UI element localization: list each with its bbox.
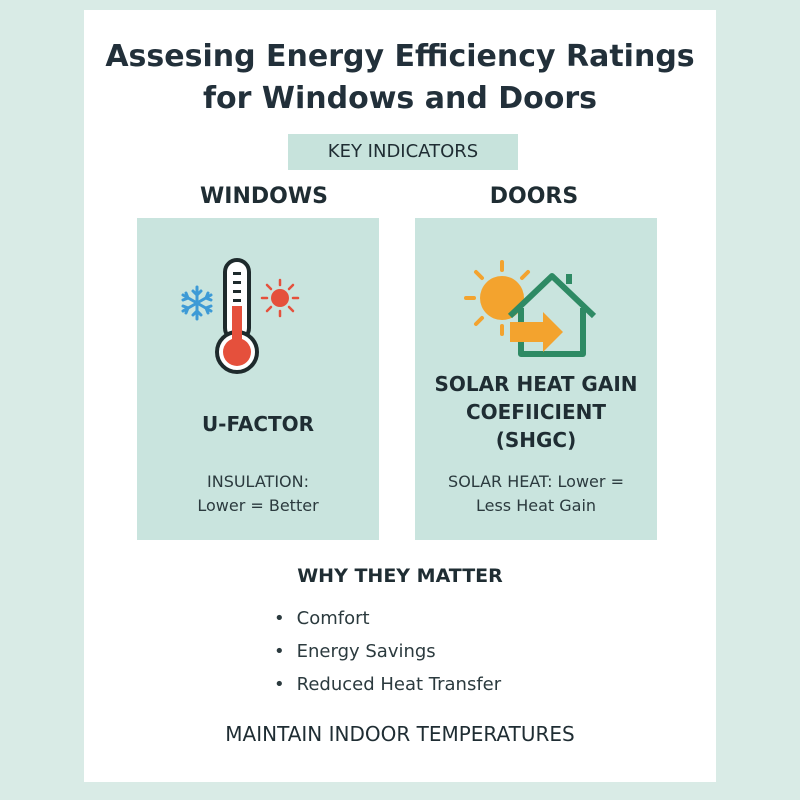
small-sun-icon <box>260 278 300 318</box>
shgc-line-2: COEFIICIENT <box>465 400 607 424</box>
sun-house-icon <box>464 260 597 357</box>
shgc-line-3: (SHGC) <box>495 428 577 452</box>
why-list: Comfort Energy Savings Reduced Heat Tran… <box>274 602 502 701</box>
thermometer-icon <box>181 258 300 374</box>
list-item: Comfort <box>274 602 501 635</box>
key-indicators-label: KEY INDICATORS <box>288 134 518 170</box>
u-factor-label: U-FACTOR <box>201 412 315 436</box>
windows-desc-line-1: INSULATION: <box>207 472 309 491</box>
doors-desc-line-2: Less Heat Gain <box>475 496 597 515</box>
windows-description: INSULATION: Lower = Better <box>137 470 379 518</box>
doors-desc-line-1: SOLAR HEAT: Lower = <box>448 472 624 491</box>
arrow-icon <box>510 312 563 352</box>
doors-heading: DOORS <box>489 184 579 209</box>
snowflake-icon <box>181 285 213 321</box>
windows-panel: U-FACTOR INSULATION: Lower = Better <box>137 218 379 540</box>
doors-description: SOLAR HEAT: Lower = Less Heat Gain <box>415 470 657 518</box>
list-item: Reduced Heat Transfer <box>274 668 502 701</box>
page-title: Assesing Energy Efficiency Ratings for W… <box>84 36 716 120</box>
doors-panel: SOLAR HEAT GAIN COEFIICIENT (SHGC) SOLAR… <box>415 218 657 540</box>
infographic-card: Assesing Energy Efficiency Ratings for W… <box>84 10 716 782</box>
title-line-2: for Windows and Doors <box>202 81 598 116</box>
windows-desc-line-2: Lower = Better <box>197 496 319 515</box>
title-line-1: Assesing Energy Efficiency Ratings <box>105 39 695 74</box>
shgc-label: SOLAR HEAT GAIN COEFIICIENT (SHGC) <box>415 370 657 454</box>
list-item: Energy Savings <box>274 635 501 668</box>
thermometer-shape <box>215 258 259 374</box>
shgc-line-1: SOLAR HEAT GAIN <box>434 372 638 396</box>
why-they-matter-heading: WHY THEY MATTER <box>297 565 503 587</box>
windows-heading: WINDOWS <box>200 184 328 209</box>
footer-text: MAINTAIN INDOOR TEMPERATURES <box>225 722 575 746</box>
